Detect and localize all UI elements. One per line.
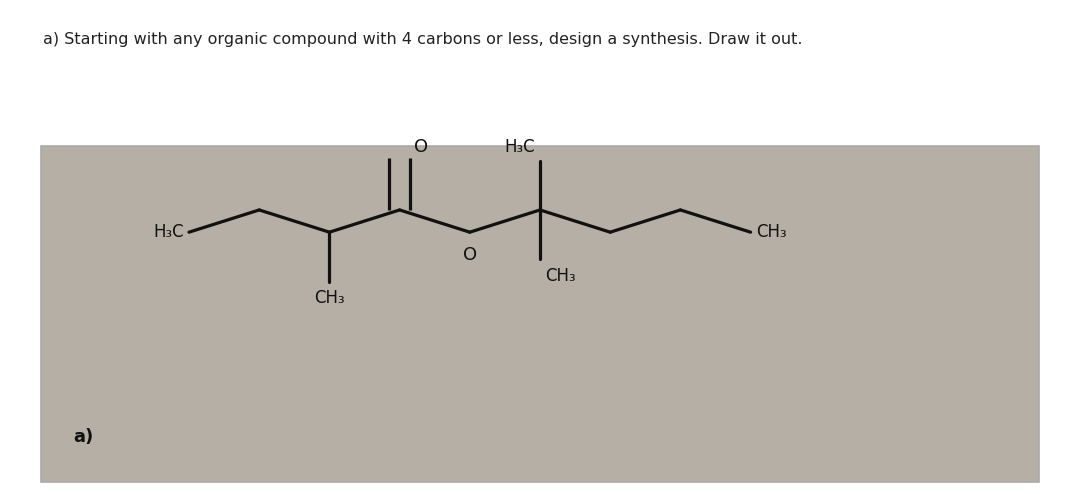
Text: CH₃: CH₃ bbox=[545, 267, 576, 285]
Text: a): a) bbox=[73, 428, 94, 446]
Text: H₃C: H₃C bbox=[153, 223, 184, 241]
Text: CH₃: CH₃ bbox=[756, 223, 786, 241]
Text: O: O bbox=[462, 246, 477, 264]
Text: O: O bbox=[414, 138, 428, 156]
Text: CH₃: CH₃ bbox=[314, 289, 345, 307]
FancyBboxPatch shape bbox=[41, 146, 1039, 482]
Text: H₃C: H₃C bbox=[504, 138, 535, 156]
Text: a) Starting with any organic compound with 4 carbons or less, design a synthesis: a) Starting with any organic compound wi… bbox=[43, 32, 802, 47]
